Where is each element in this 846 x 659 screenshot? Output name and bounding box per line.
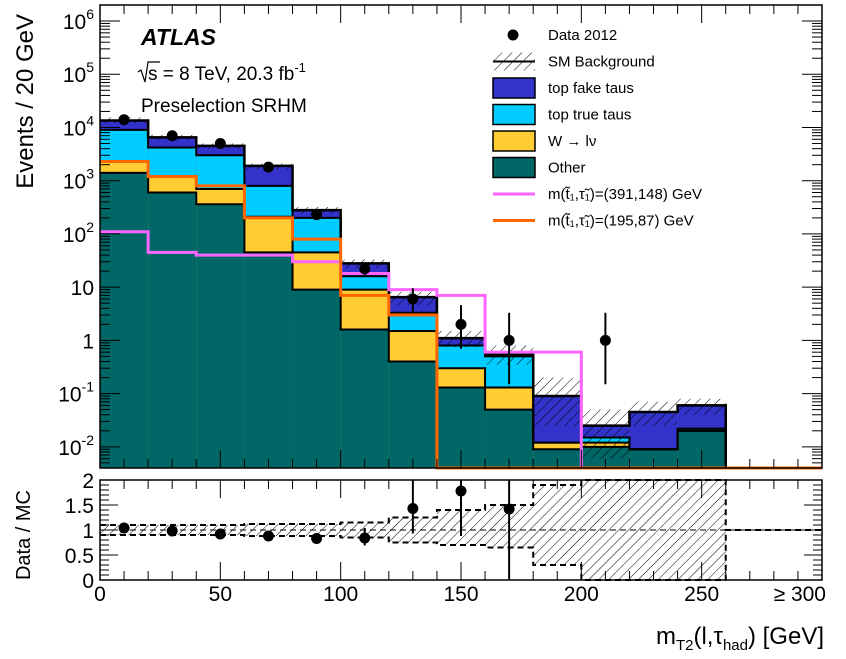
x-tick-label-0: 0 bbox=[94, 583, 106, 606]
legend-label-6: m(t̃₁,τ̃₁)=(391,148) GeV bbox=[548, 186, 702, 203]
ratio-point-8 bbox=[503, 503, 515, 515]
ratio-y-tick-label-2: 1 bbox=[82, 520, 94, 543]
region-label: Preselection SRHM bbox=[141, 96, 307, 117]
x-title-sub2: had bbox=[723, 637, 748, 654]
ratio-points bbox=[118, 480, 515, 579]
ratio-y-tick-label-3: 1.5 bbox=[65, 495, 94, 518]
x-tick-label-5: 250 bbox=[684, 583, 719, 606]
y-tick-label-2: 104 bbox=[63, 112, 94, 140]
bar-other-6 bbox=[388, 361, 437, 468]
sm-band-bin-12 bbox=[677, 398, 726, 415]
legend-label-5: Other bbox=[548, 160, 586, 177]
x-tick-label-2: 100 bbox=[323, 583, 358, 606]
ratio-point-6 bbox=[407, 503, 419, 514]
ratio-band-bin-9 bbox=[533, 485, 582, 565]
legend-label-3: top true taus bbox=[548, 107, 631, 124]
x-tick-label-4: 200 bbox=[564, 583, 599, 606]
x-tick-label-3: 150 bbox=[443, 583, 478, 606]
energy-lumi-text: = 8 TeV, 20.3 fb bbox=[158, 64, 295, 85]
bar-other-8 bbox=[485, 409, 534, 468]
x-tick-label-1: 50 bbox=[209, 583, 232, 606]
legend-marker-0 bbox=[507, 29, 519, 41]
lumi-exponent: -1 bbox=[294, 60, 306, 75]
x-tick-label-6: ≥ 300 bbox=[774, 583, 826, 606]
y-tick-label-6: 1 bbox=[82, 330, 94, 353]
experiment-label: ATLAS bbox=[140, 24, 217, 50]
data-point-6 bbox=[407, 293, 419, 305]
ratio-point-3 bbox=[262, 530, 274, 542]
ratio-point-1 bbox=[166, 525, 178, 537]
bar-other-5 bbox=[340, 329, 389, 468]
main-x-ticks bbox=[99, 5, 823, 468]
y-tick-label-1: 105 bbox=[63, 59, 94, 87]
legend-label-0: Data 2012 bbox=[548, 27, 617, 44]
data-point-8 bbox=[503, 334, 515, 346]
ratio-y-tick-label-0: 0 bbox=[82, 570, 94, 593]
x-axis-title: mT2(l,τhad) [GeV] bbox=[656, 623, 824, 654]
data-point-4 bbox=[311, 209, 323, 221]
data-point-1 bbox=[166, 130, 178, 142]
y-tick-label-3: 103 bbox=[63, 166, 94, 194]
y-tick-label-8: 10-2 bbox=[58, 432, 94, 460]
data-point-5 bbox=[359, 263, 371, 275]
legend: Data 2012 SM Background top fake taus top t… bbox=[492, 27, 702, 230]
sm-band-bin-10 bbox=[581, 409, 630, 459]
bar-other-0 bbox=[100, 172, 149, 468]
ratio-y-tick-label-4: 2 bbox=[82, 470, 94, 493]
ratio-y-tick-label-1: 0.5 bbox=[65, 545, 94, 568]
y-tick-label-0: 106 bbox=[63, 6, 94, 34]
bar-other-11 bbox=[629, 449, 678, 468]
ratio-point-4 bbox=[311, 533, 323, 544]
sqrt-s-label: s bbox=[148, 64, 158, 85]
data-point-3 bbox=[262, 161, 274, 173]
ratio-point-5 bbox=[359, 532, 371, 544]
stacked-histograms bbox=[100, 119, 822, 469]
ratio-y-axis: 00.511.52 bbox=[65, 470, 822, 593]
sm-band-bin-11 bbox=[629, 401, 678, 426]
x-title-base: m bbox=[656, 623, 676, 650]
ratio-y-axis-title: Data / MC bbox=[13, 490, 35, 580]
y-tick-label-7: 10-1 bbox=[58, 379, 94, 407]
data-point-7 bbox=[455, 318, 467, 330]
data-point-0 bbox=[118, 114, 130, 126]
data-point-9 bbox=[599, 334, 611, 346]
ratio-point-2 bbox=[214, 528, 226, 540]
bar-other-1 bbox=[148, 192, 197, 468]
data-point-2 bbox=[214, 137, 226, 149]
ratio-x-axis: 0 50 100 150 200 250 ≥ 300 bbox=[94, 480, 826, 606]
legend-label-2: top fake taus bbox=[548, 80, 634, 97]
legend-label-4: W → lν bbox=[548, 133, 596, 150]
legend-swatch-2 bbox=[492, 77, 536, 99]
sqrt-symbol bbox=[137, 61, 160, 83]
legend-label-1: SM Background bbox=[548, 54, 655, 71]
sm-band-bin-9 bbox=[533, 377, 582, 426]
y-tick-label-5: 10 bbox=[71, 277, 94, 300]
energy-lumi-label: s = 8 TeV, 20.3 fb-1 bbox=[148, 60, 306, 85]
ratio-band-bin-4 bbox=[292, 524, 341, 536]
legend-label-7: m(t̃₁,τ̃₁)=(195,87) GeV bbox=[548, 212, 694, 229]
ratio-panel: 00.511.52 0 50 100 150 200 250 ≥ 300 Data / MC… bbox=[13, 470, 826, 654]
legend-swatch-5 bbox=[492, 156, 536, 179]
bar-other-9 bbox=[533, 449, 582, 468]
legend-swatch-4 bbox=[492, 130, 536, 152]
y-tick-label-4: 102 bbox=[63, 219, 94, 247]
x-title-end: ) [GeV] bbox=[748, 623, 824, 650]
ratio-point-0 bbox=[118, 522, 130, 534]
ratio-band-bin-3 bbox=[244, 524, 293, 536]
x-title-mid: (l,τ bbox=[693, 623, 723, 650]
bar-other-4 bbox=[292, 289, 341, 468]
x-title-sub1: T2 bbox=[676, 637, 694, 654]
data-points bbox=[118, 114, 611, 385]
legend-swatch-3 bbox=[492, 103, 536, 126]
y-axis-title: Events / 20 GeV bbox=[12, 14, 39, 189]
bar-other-2 bbox=[196, 204, 245, 469]
bar-other-3 bbox=[244, 252, 293, 468]
